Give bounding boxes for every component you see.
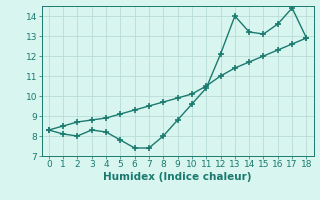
X-axis label: Humidex (Indice chaleur): Humidex (Indice chaleur)	[103, 172, 252, 182]
